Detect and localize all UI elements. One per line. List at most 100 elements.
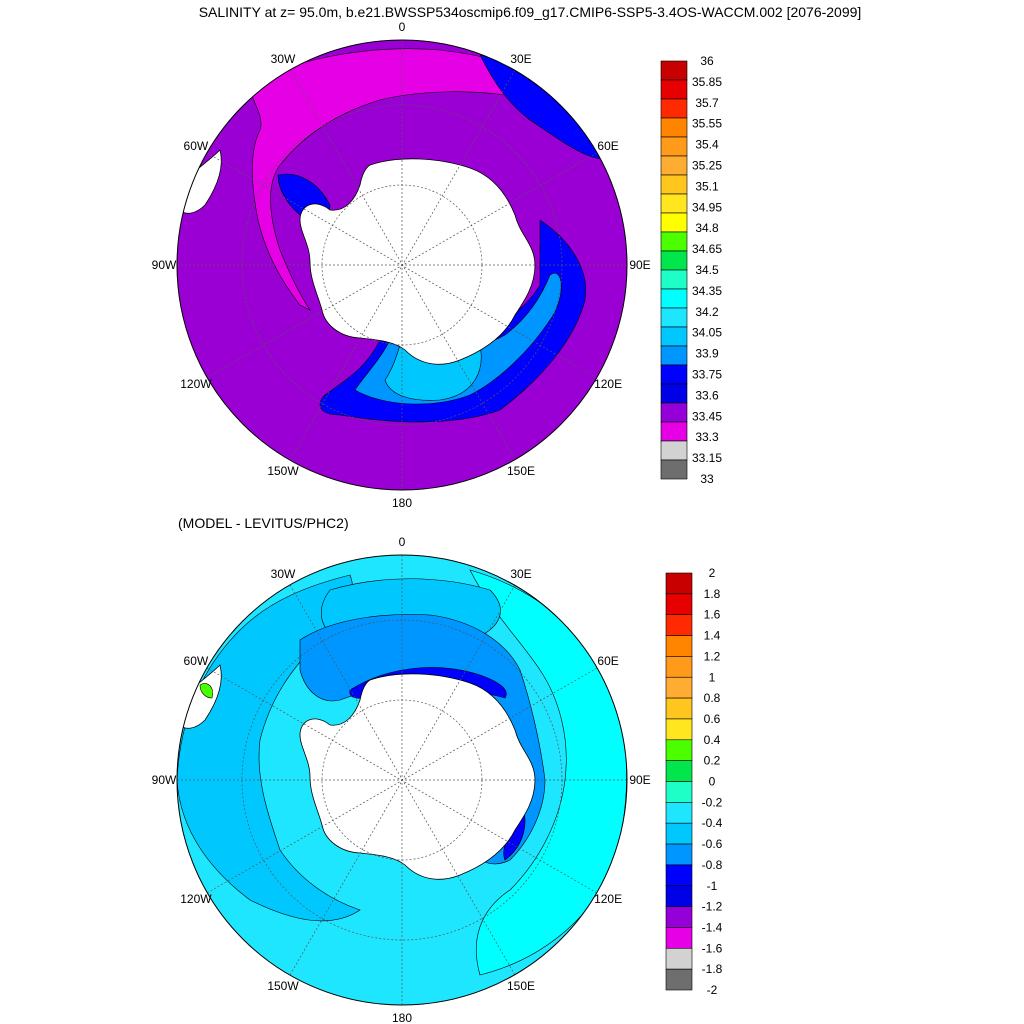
top-colorbar-swatch [660, 250, 688, 271]
top-colorbar-swatch [660, 345, 688, 366]
bottom-colorbar-swatch [665, 739, 693, 761]
bottom-colorbar-swatch [665, 614, 693, 636]
bottom-colorbar-swatch [665, 781, 693, 803]
top-colorbar-swatch [660, 60, 688, 81]
bottom-map-lon-label: 90W [152, 773, 177, 787]
main-title: SALINITY at z= 95.0m, b.e21.BWSSP534oscm… [199, 4, 862, 20]
top-colorbar-label: 33.3 [695, 430, 719, 444]
bottom-colorbar-label: 0.6 [704, 712, 721, 726]
bottom-colorbar-label: 1 [709, 670, 716, 684]
bottom-map-blue-zone-west [177, 574, 361, 922]
top-colorbar-label: 35.7 [695, 96, 719, 110]
top-colorbar-swatch [660, 231, 688, 252]
bottom-colorbar-swatch [665, 864, 693, 887]
bottom-colorbar-swatch [665, 635, 693, 657]
bottom-colorbar-label: 1.6 [704, 608, 721, 622]
bottom-map-lon-labels: 0 30E 60E 90E 120E 150E 180 150W 120W 90W 60W 30W [152, 535, 651, 1024]
top-map-lon-label: 30E [510, 52, 531, 66]
top-colorbar-label: 35.4 [695, 138, 719, 152]
bottom-colorbar-swatch [665, 927, 693, 949]
bottom-colorbar-label: -1.6 [702, 941, 723, 955]
top-map-antarctica [299, 158, 536, 365]
top-colorbar-label: 34.35 [692, 284, 722, 298]
top-colorbar-label: 36 [700, 54, 714, 68]
bottom-colorbar-swatch [665, 572, 693, 595]
top-map-lon-label: 60E [597, 139, 618, 153]
bottom-map-graticule [177, 555, 627, 1005]
top-colorbar-swatch [660, 288, 688, 309]
top-colorbar-label: 35.1 [695, 179, 719, 193]
bottom-colorbar-label: -1.8 [702, 962, 723, 976]
bottom-colorbar-label: 0.4 [704, 733, 721, 747]
bottom-map-south-america [179, 664, 222, 729]
bottom-colorbar-label: -2 [707, 983, 718, 997]
top-map-lon-label: 150E [507, 464, 535, 478]
bottom-colorbar-label: -0.4 [702, 816, 723, 830]
top-colorbar-swatch [660, 459, 688, 480]
top-colorbar-label: 34.8 [695, 221, 719, 235]
bottom-colorbar: 2 1.8 1.6 1.4 1.2 1 0.8 0.6 0.4 0.2 0 -0.2 -0.4 -0.6 -… [665, 566, 723, 997]
top-colorbar: 36 35.85 35.7 35.55 35.4 35.25 35.1 34.95 34.8 34… [660, 54, 722, 486]
top-colorbar-swatch [660, 383, 688, 404]
top-map-lon-label: 0 [399, 20, 406, 34]
bottom-colorbar-swatch [665, 843, 693, 866]
top-map-graticule [177, 40, 627, 490]
top-colorbar-label: 34.5 [695, 263, 719, 277]
top-colorbar-swatch [660, 326, 688, 347]
bottom-colorbar-label: 1.8 [704, 587, 721, 601]
top-map-lon-label: 90W [152, 258, 177, 272]
top-map-lon-label: 120E [594, 377, 622, 391]
bottom-colorbar-label: 0.2 [704, 754, 721, 768]
top-map-magenta-zone [249, 48, 521, 311]
top-colorbar-label: 33.9 [695, 347, 719, 361]
top-map-lon-labels: 0 30E 60E 90E 120E 150E 180 150W 120W 90W 60W 30W [152, 20, 651, 510]
top-colorbar-swatch [660, 136, 688, 157]
bottom-colorbar-label: -1.2 [702, 900, 723, 914]
bottom-colorbar-swatch [665, 822, 693, 845]
bottom-colorbar-label: 1.2 [704, 649, 721, 663]
top-colorbar-label: 34.95 [692, 200, 722, 214]
bottom-colorbar-swatch [665, 593, 693, 615]
bottom-colorbar-swatch [665, 656, 693, 678]
top-map-border [176, 39, 628, 491]
bottom-map-green-patch [199, 683, 213, 699]
bottom-colorbar-label: 0.8 [704, 691, 721, 705]
top-map-lon-label: 30W [271, 52, 296, 66]
bottom-map-lon-label: 120E [594, 892, 622, 906]
bottom-map: 0 30E 60E 90E 120E 150E 180 150W 120W 90W 60W 30W [152, 535, 651, 1024]
top-map-lon-label: 90E [629, 258, 650, 272]
top-colorbar-swatch [660, 79, 688, 100]
top-map-lon-label: 180 [392, 496, 412, 510]
bottom-colorbar-label: -0.6 [702, 837, 723, 851]
bottom-colorbar-swatch [665, 802, 693, 824]
top-colorbar-label: 34.2 [695, 305, 719, 319]
subtitle: (MODEL - LEVITUS/PHC2) [178, 515, 349, 531]
bottom-map-lon-label: 150E [507, 979, 535, 993]
bottom-map-lon-label: 60W [184, 654, 209, 668]
top-colorbar-swatch [660, 193, 688, 214]
bottom-colorbar-swatch [665, 718, 693, 741]
bottom-colorbar-label: -1 [707, 879, 718, 893]
top-map: 0 30E 60E 90E 120E 150E 180 150W 120W 90W 60W 30W [152, 20, 651, 510]
top-colorbar-label: 33 [700, 472, 714, 486]
bottom-colorbar-label: 1.4 [704, 629, 721, 643]
top-colorbar-swatch [660, 212, 688, 233]
bottom-colorbar-label: -1.4 [702, 921, 723, 935]
bottom-map-border [176, 554, 628, 1006]
top-colorbar-label: 34.05 [692, 326, 722, 340]
top-colorbar-swatch [660, 98, 688, 119]
bottom-colorbar-label: -0.8 [702, 858, 723, 872]
bottom-colorbar-swatch [665, 676, 693, 699]
bottom-colorbar-swatch [665, 906, 693, 928]
bottom-colorbar-label: 2 [709, 566, 716, 580]
top-colorbar-swatch [660, 117, 688, 138]
bottom-colorbar-swatch [665, 947, 693, 970]
top-colorbar-swatch [660, 307, 688, 328]
bottom-map-antarctica [299, 673, 536, 880]
bottom-colorbar-swatch [665, 697, 693, 720]
top-colorbar-label: 33.6 [695, 388, 719, 402]
bottom-map-lon-label: 60E [597, 654, 618, 668]
top-colorbar-label: 35.85 [692, 75, 722, 89]
top-colorbar-swatch [660, 155, 688, 176]
